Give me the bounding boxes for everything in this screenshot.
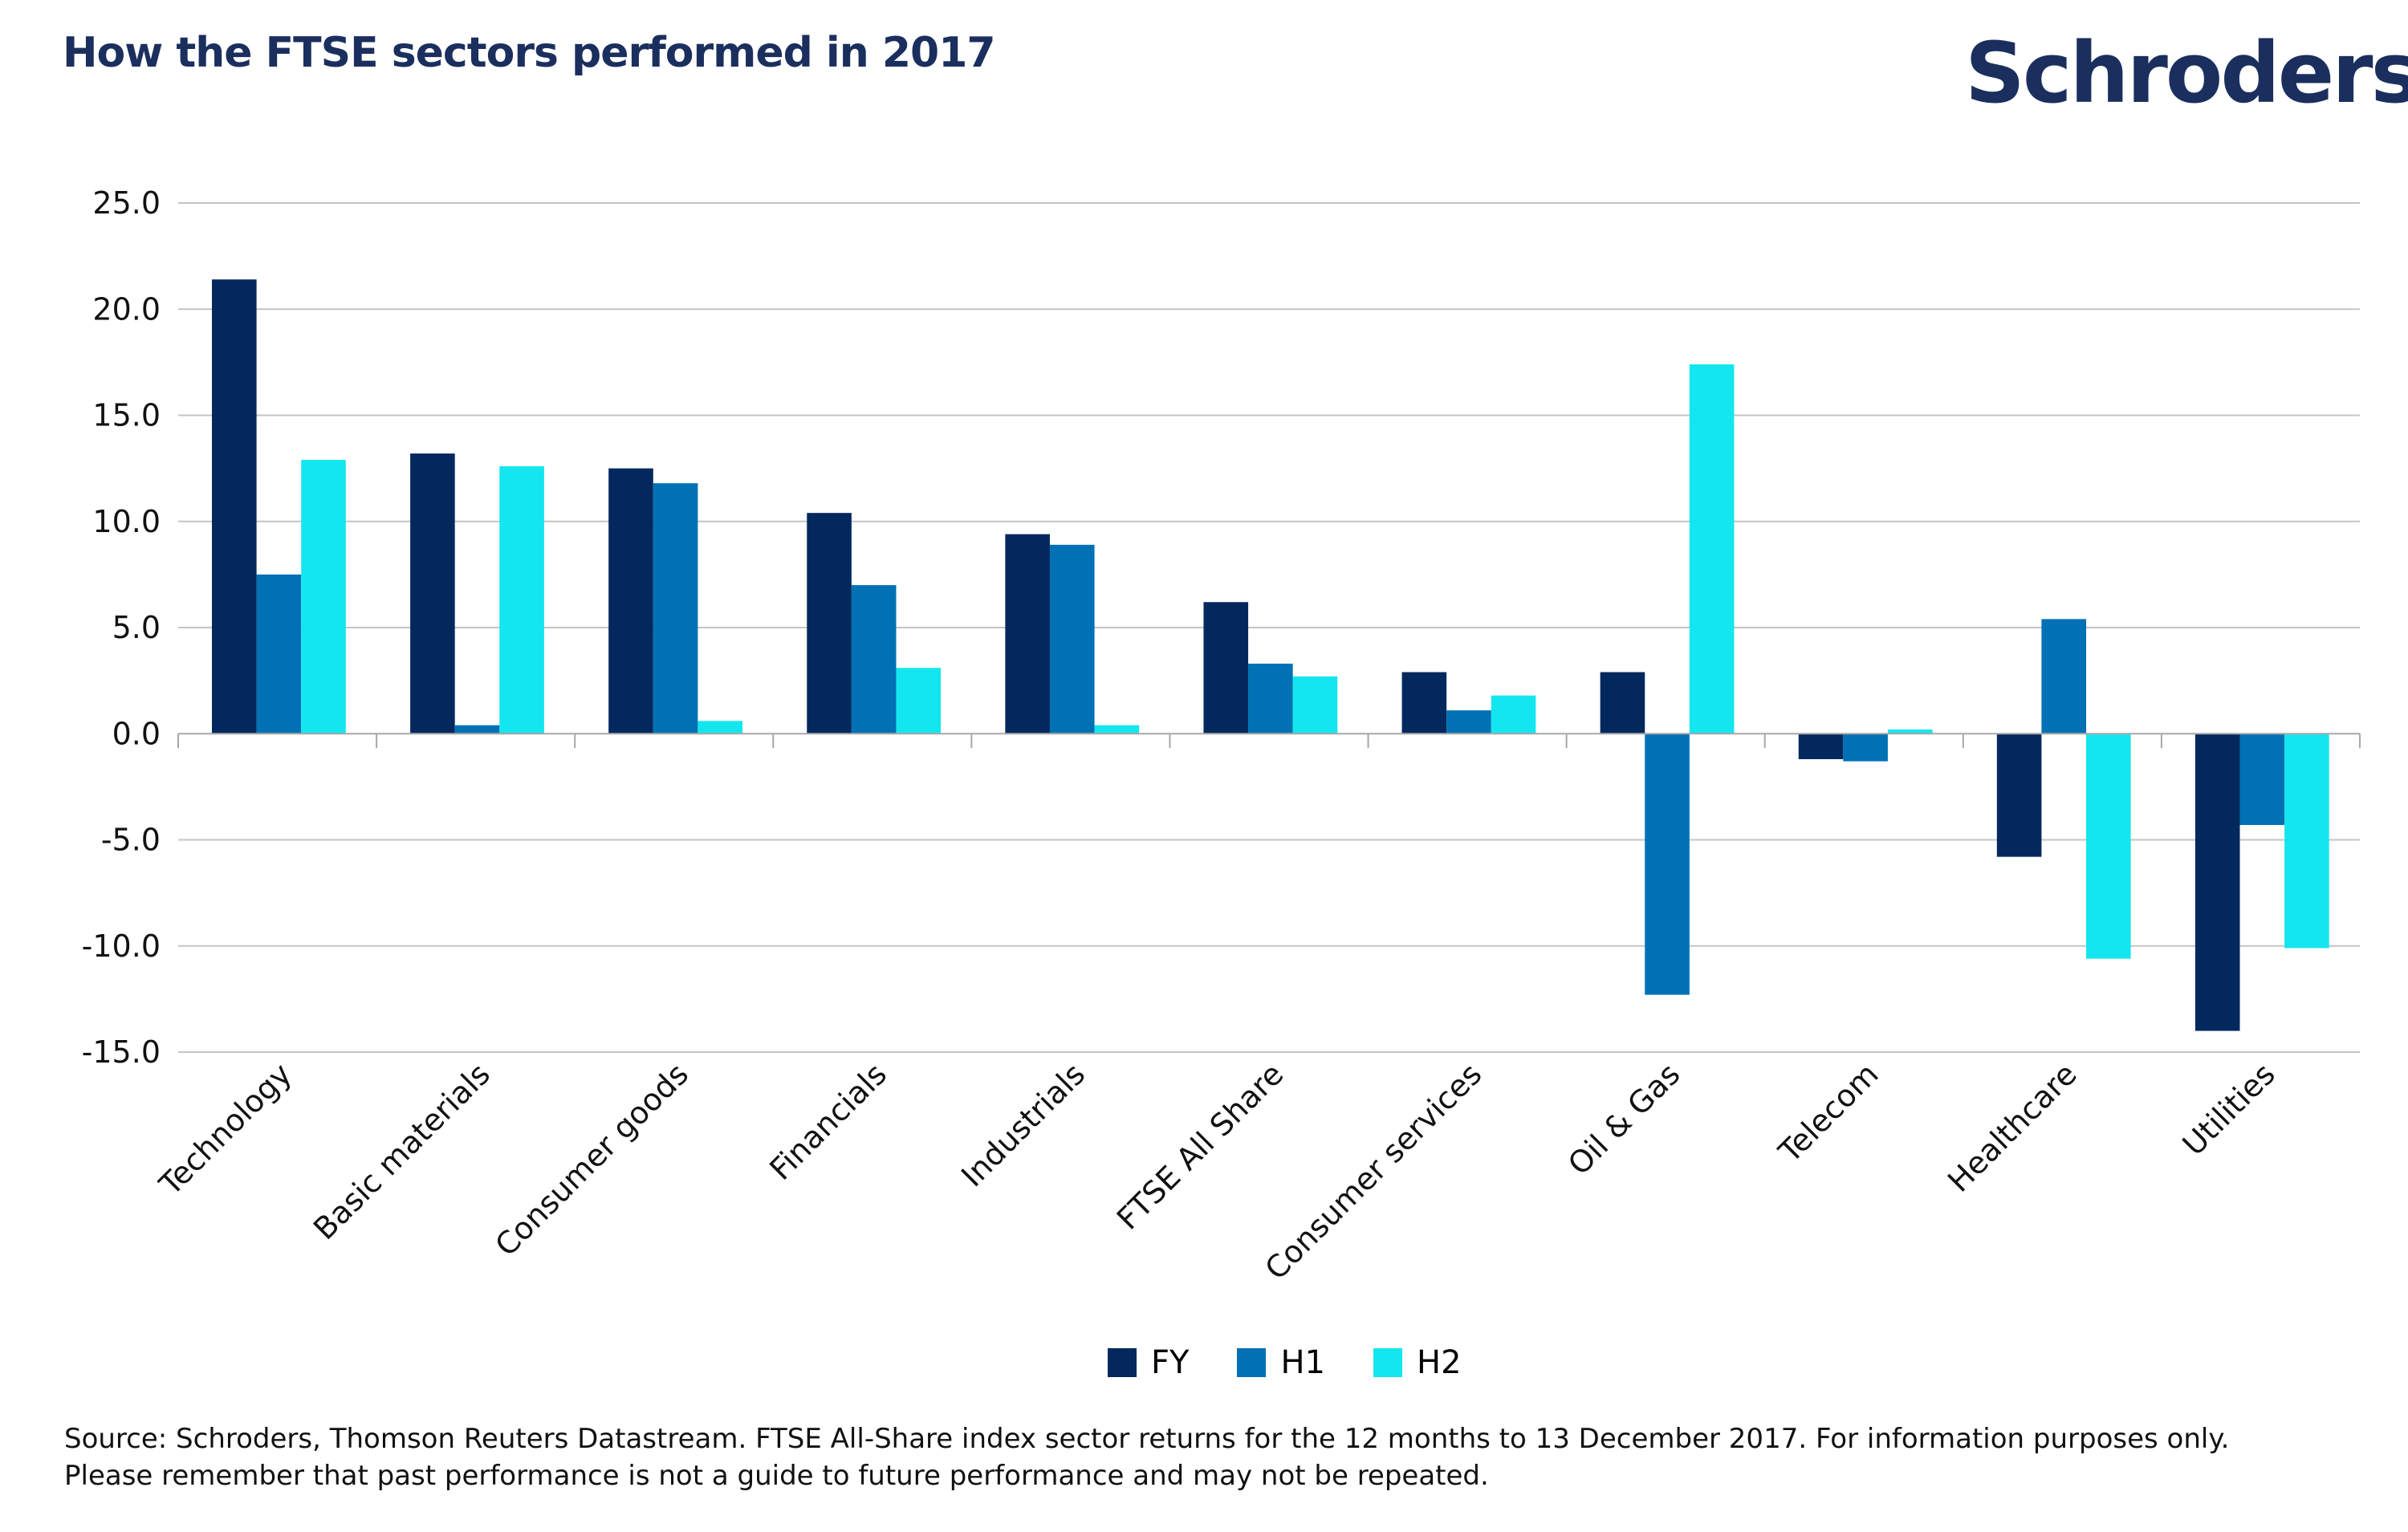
disclaimer-line: Please remember that past performance is… [64, 1460, 1489, 1492]
category-label: Consumer services [1259, 1056, 1489, 1286]
bar-h2 [1887, 729, 1933, 734]
category-label: Healthcare [1941, 1056, 2084, 1199]
y-tick-label: -5.0 [101, 823, 161, 858]
legend-label-h1: H1 [1280, 1344, 1325, 1381]
bar-fy [410, 453, 455, 734]
bar-h1 [2041, 619, 2087, 734]
bar-fy [1203, 602, 1249, 734]
category-label: Oil & Gas [1561, 1056, 1687, 1182]
bar-h2 [1094, 725, 1140, 734]
bar-h2 [499, 465, 544, 734]
category-label: Utilities [2176, 1056, 2282, 1162]
bar-fy [2194, 733, 2240, 1031]
legend-swatch-h2 [1373, 1348, 1402, 1377]
y-tick-label: -10.0 [82, 929, 161, 964]
bar-h2 [1292, 676, 1338, 734]
category-label: Basic materials [307, 1056, 497, 1246]
bar-h1 [256, 574, 302, 734]
y-tick-label: 15.0 [92, 398, 161, 433]
bar-h1 [1645, 733, 1690, 995]
bar-h1 [454, 725, 500, 734]
bar-h1 [2239, 733, 2285, 825]
bar-fy [608, 468, 653, 734]
bar-h2 [2086, 733, 2131, 959]
bar-h1 [1049, 544, 1095, 734]
bar-fy [212, 279, 257, 734]
bar-h2 [896, 668, 942, 734]
legend-swatch-h1 [1237, 1348, 1267, 1377]
bar-fy [1401, 672, 1447, 734]
y-axis-ticks: 25.0 20.0 15.0 10.0 5.0 0.0 -5.0 -10.0 -15.0 [82, 185, 161, 1070]
y-tick-label: 25.0 [92, 185, 161, 221]
y-tick-label: 10.0 [92, 504, 161, 539]
bar-h1 [1446, 710, 1491, 734]
legend-item-h1: H1 [1237, 1344, 1325, 1381]
x-axis [177, 733, 2361, 749]
bar-h1 [851, 585, 897, 734]
bar-h1 [653, 483, 698, 734]
legend-item-fy: FY [1108, 1344, 1189, 1381]
y-tick-label: 20.0 [92, 291, 161, 327]
legend-swatch-fy [1108, 1348, 1137, 1377]
schroders-logo: Schroders [1965, 24, 2408, 122]
bar-h1 [1248, 663, 1293, 734]
bar-h2 [698, 721, 742, 734]
bar-fy [1996, 733, 2042, 857]
bar-h2 [301, 460, 346, 734]
category-label: Telecom [1771, 1056, 1885, 1170]
legend-item-h2: H2 [1373, 1344, 1462, 1381]
bar-fy [1798, 733, 1844, 759]
category-label: Technology [153, 1056, 299, 1202]
category-label: Consumer goods [488, 1056, 695, 1263]
legend: FY H1 H2 [1108, 1344, 1462, 1381]
category-label: Industrials [954, 1056, 1092, 1193]
bar-h2 [1491, 695, 1536, 734]
bar-h2 [1689, 364, 1735, 734]
y-tick-label: -15.0 [82, 1034, 161, 1070]
source-footnote: Source: Schroders, Thomson Reuters Datas… [64, 1420, 2229, 1494]
category-label: Financials [763, 1056, 893, 1187]
bar-fy [807, 513, 852, 734]
source-line: Source: Schroders, Thomson Reuters Datas… [64, 1423, 2230, 1455]
y-tick-label: 5.0 [112, 610, 161, 645]
bar-chart: 25.0 20.0 15.0 10.0 5.0 0.0 -5.0 -10.0 -15.0 Tec… [82, 185, 2361, 1286]
category-label: FTSE All Share [1110, 1056, 1290, 1236]
bar-h2 [2284, 733, 2329, 949]
legend-label-h2: H2 [1416, 1344, 1462, 1381]
chart-title: How the FTSE sectors performed in 2017 [63, 29, 996, 77]
y-tick-label: 0.0 [112, 716, 161, 751]
legend-label-fy: FY [1151, 1344, 1190, 1381]
bar-fy [1600, 672, 1645, 734]
bar-h1 [1843, 733, 1888, 762]
bar-fy [1005, 534, 1050, 734]
bars [212, 279, 2329, 1031]
